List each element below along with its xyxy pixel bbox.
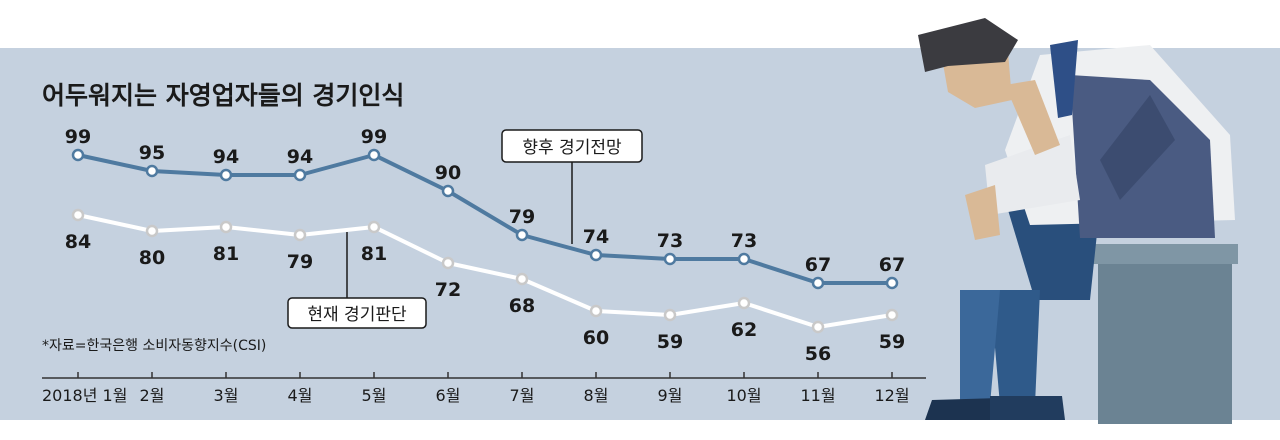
point-current-3 xyxy=(219,220,233,234)
forecast-label-box xyxy=(501,129,643,163)
data-label-forecast-4: 94 xyxy=(287,146,313,168)
x-tick-label-12: 12월 xyxy=(874,386,909,405)
forecast-label: 향후 경기전망 xyxy=(522,138,622,158)
data-labels-forecast: 99 95 94 94 99 90 79 74 73 73 67 67 xyxy=(65,126,905,276)
data-label-forecast-11: 67 xyxy=(805,254,831,276)
worried-man-illustration xyxy=(918,18,1238,424)
data-label-current-7: 68 xyxy=(509,295,535,317)
data-label-current-12: 59 xyxy=(879,331,905,353)
point-current-4 xyxy=(293,228,307,242)
data-labels-current: 84 80 81 79 81 72 68 60 59 62 56 59 xyxy=(65,231,905,365)
data-label-current-6: 72 xyxy=(435,279,461,301)
x-tick-label-4: 4월 xyxy=(288,386,313,405)
data-label-forecast-7: 79 xyxy=(509,206,535,228)
data-label-current-9: 59 xyxy=(657,331,683,353)
page-bottom-strip xyxy=(0,420,1280,440)
point-forecast-3 xyxy=(219,168,233,182)
data-label-forecast-12: 67 xyxy=(879,254,905,276)
point-current-8 xyxy=(589,304,603,318)
data-label-forecast-8: 74 xyxy=(583,226,609,248)
point-current-1 xyxy=(71,208,85,222)
data-label-current-8: 60 xyxy=(583,327,609,349)
point-forecast-10 xyxy=(737,252,751,266)
series-line-current xyxy=(77,213,893,329)
x-tick-label-7: 7월 xyxy=(510,386,535,405)
point-current-7 xyxy=(515,272,529,286)
x-tick-label-5: 5월 xyxy=(362,386,387,405)
data-label-forecast-6: 90 xyxy=(435,162,461,184)
point-forecast-8 xyxy=(589,248,603,262)
data-label-forecast-10: 73 xyxy=(731,230,757,252)
point-current-9 xyxy=(663,308,677,322)
x-tick-label-9: 9월 xyxy=(658,386,683,405)
point-forecast-11 xyxy=(811,276,825,290)
point-forecast-2 xyxy=(145,164,159,178)
x-tick-label-2: 2월 xyxy=(140,386,165,405)
data-label-forecast-1: 99 xyxy=(65,126,91,148)
data-label-current-1: 84 xyxy=(65,231,91,253)
data-label-current-10: 62 xyxy=(731,319,757,341)
data-label-forecast-9: 73 xyxy=(657,230,683,252)
point-current-12 xyxy=(885,308,899,322)
data-label-forecast-2: 95 xyxy=(139,142,165,164)
chart-title: 어두워지는 자영업자들의 경기인식 xyxy=(42,81,404,110)
x-tick-label-3: 3월 xyxy=(214,386,239,405)
x-tick-label-6: 6월 xyxy=(436,386,461,405)
point-forecast-6 xyxy=(441,184,455,198)
x-tick-label-11: 11월 xyxy=(800,386,835,405)
x-tick-label-10: 10월 xyxy=(726,386,761,405)
point-current-10 xyxy=(737,296,751,310)
point-current-5 xyxy=(367,220,381,234)
data-label-forecast-5: 99 xyxy=(361,126,387,148)
data-label-current-11: 56 xyxy=(805,343,831,365)
series-points-forecast xyxy=(71,148,899,290)
x-tick-marks xyxy=(77,372,893,378)
x-tick-label-1: 2018년 1월 xyxy=(42,386,127,405)
point-forecast-1 xyxy=(71,148,85,162)
point-current-2 xyxy=(145,224,159,238)
point-current-6 xyxy=(441,256,455,270)
point-forecast-9 xyxy=(663,252,677,266)
point-forecast-12 xyxy=(885,276,899,290)
data-label-current-2: 80 xyxy=(139,247,165,269)
series-points-current xyxy=(71,208,899,334)
point-forecast-5 xyxy=(367,148,381,162)
data-label-current-4: 79 xyxy=(287,251,313,273)
series-line-forecast xyxy=(77,153,892,285)
x-tick-label-8: 8월 xyxy=(584,386,609,405)
data-label-forecast-3: 94 xyxy=(213,146,239,168)
data-label-current-3: 81 xyxy=(213,243,239,265)
point-forecast-4 xyxy=(293,168,307,182)
data-label-current-5: 81 xyxy=(361,243,387,265)
source-note: *자료=한국은행 소비자동향지수(CSI) xyxy=(42,338,266,354)
current-label: 현재 경기판단 xyxy=(307,305,407,325)
point-current-11 xyxy=(811,320,825,334)
current-label-box xyxy=(287,297,427,329)
point-forecast-7 xyxy=(515,228,529,242)
x-tick-labels: 2018년 1월 2월 3월 4월 5월 6월 7월 8월 9월 10월 11월 12월 xyxy=(42,386,910,405)
